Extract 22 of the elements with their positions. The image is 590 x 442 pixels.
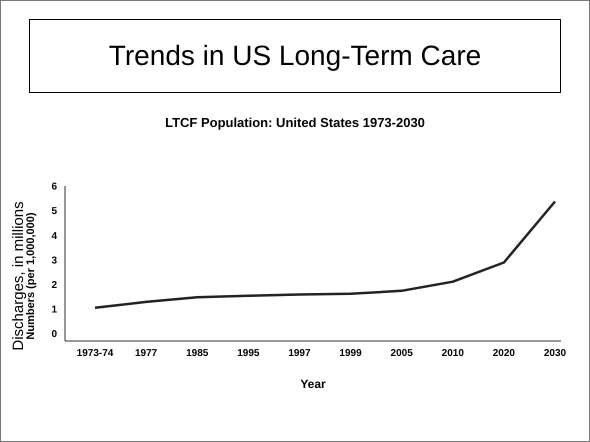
x-tick-label: 1973-74 <box>76 348 114 360</box>
x-tick-label: 1985 <box>186 348 209 360</box>
chart-subtitle: LTCF Population: United States 1973-2030 <box>164 115 426 130</box>
line-series <box>94 200 556 310</box>
x-tick-label: 2030 <box>544 348 567 360</box>
x-tick-label: 1999 <box>339 348 362 360</box>
y-tick-label: 2 <box>51 280 58 291</box>
x-tick-label: 1977 <box>134 348 158 360</box>
y-tick-label: 4 <box>51 230 58 242</box>
x-tick-label: 2010 <box>442 348 464 360</box>
chart-title: Trends in US Long-Term Care <box>29 19 561 93</box>
y-tick-label: 3 <box>51 255 58 266</box>
y-tick-label: 5 <box>51 206 58 218</box>
x-axis-title: Year <box>300 377 326 391</box>
x-tick-label: 2020 <box>492 348 516 360</box>
y-tick-label: 6 <box>51 182 58 193</box>
x-tick-label: 1997 <box>288 348 312 360</box>
y-tick-label: 0 <box>51 329 58 340</box>
y-axis-title: Discharges, in millions Numbers (per 1,000,000) <box>10 200 37 353</box>
x-tick-label: 2005 <box>390 348 414 360</box>
x-tick-label: 1995 <box>237 348 260 360</box>
y-tick-label: 1 <box>51 304 58 316</box>
